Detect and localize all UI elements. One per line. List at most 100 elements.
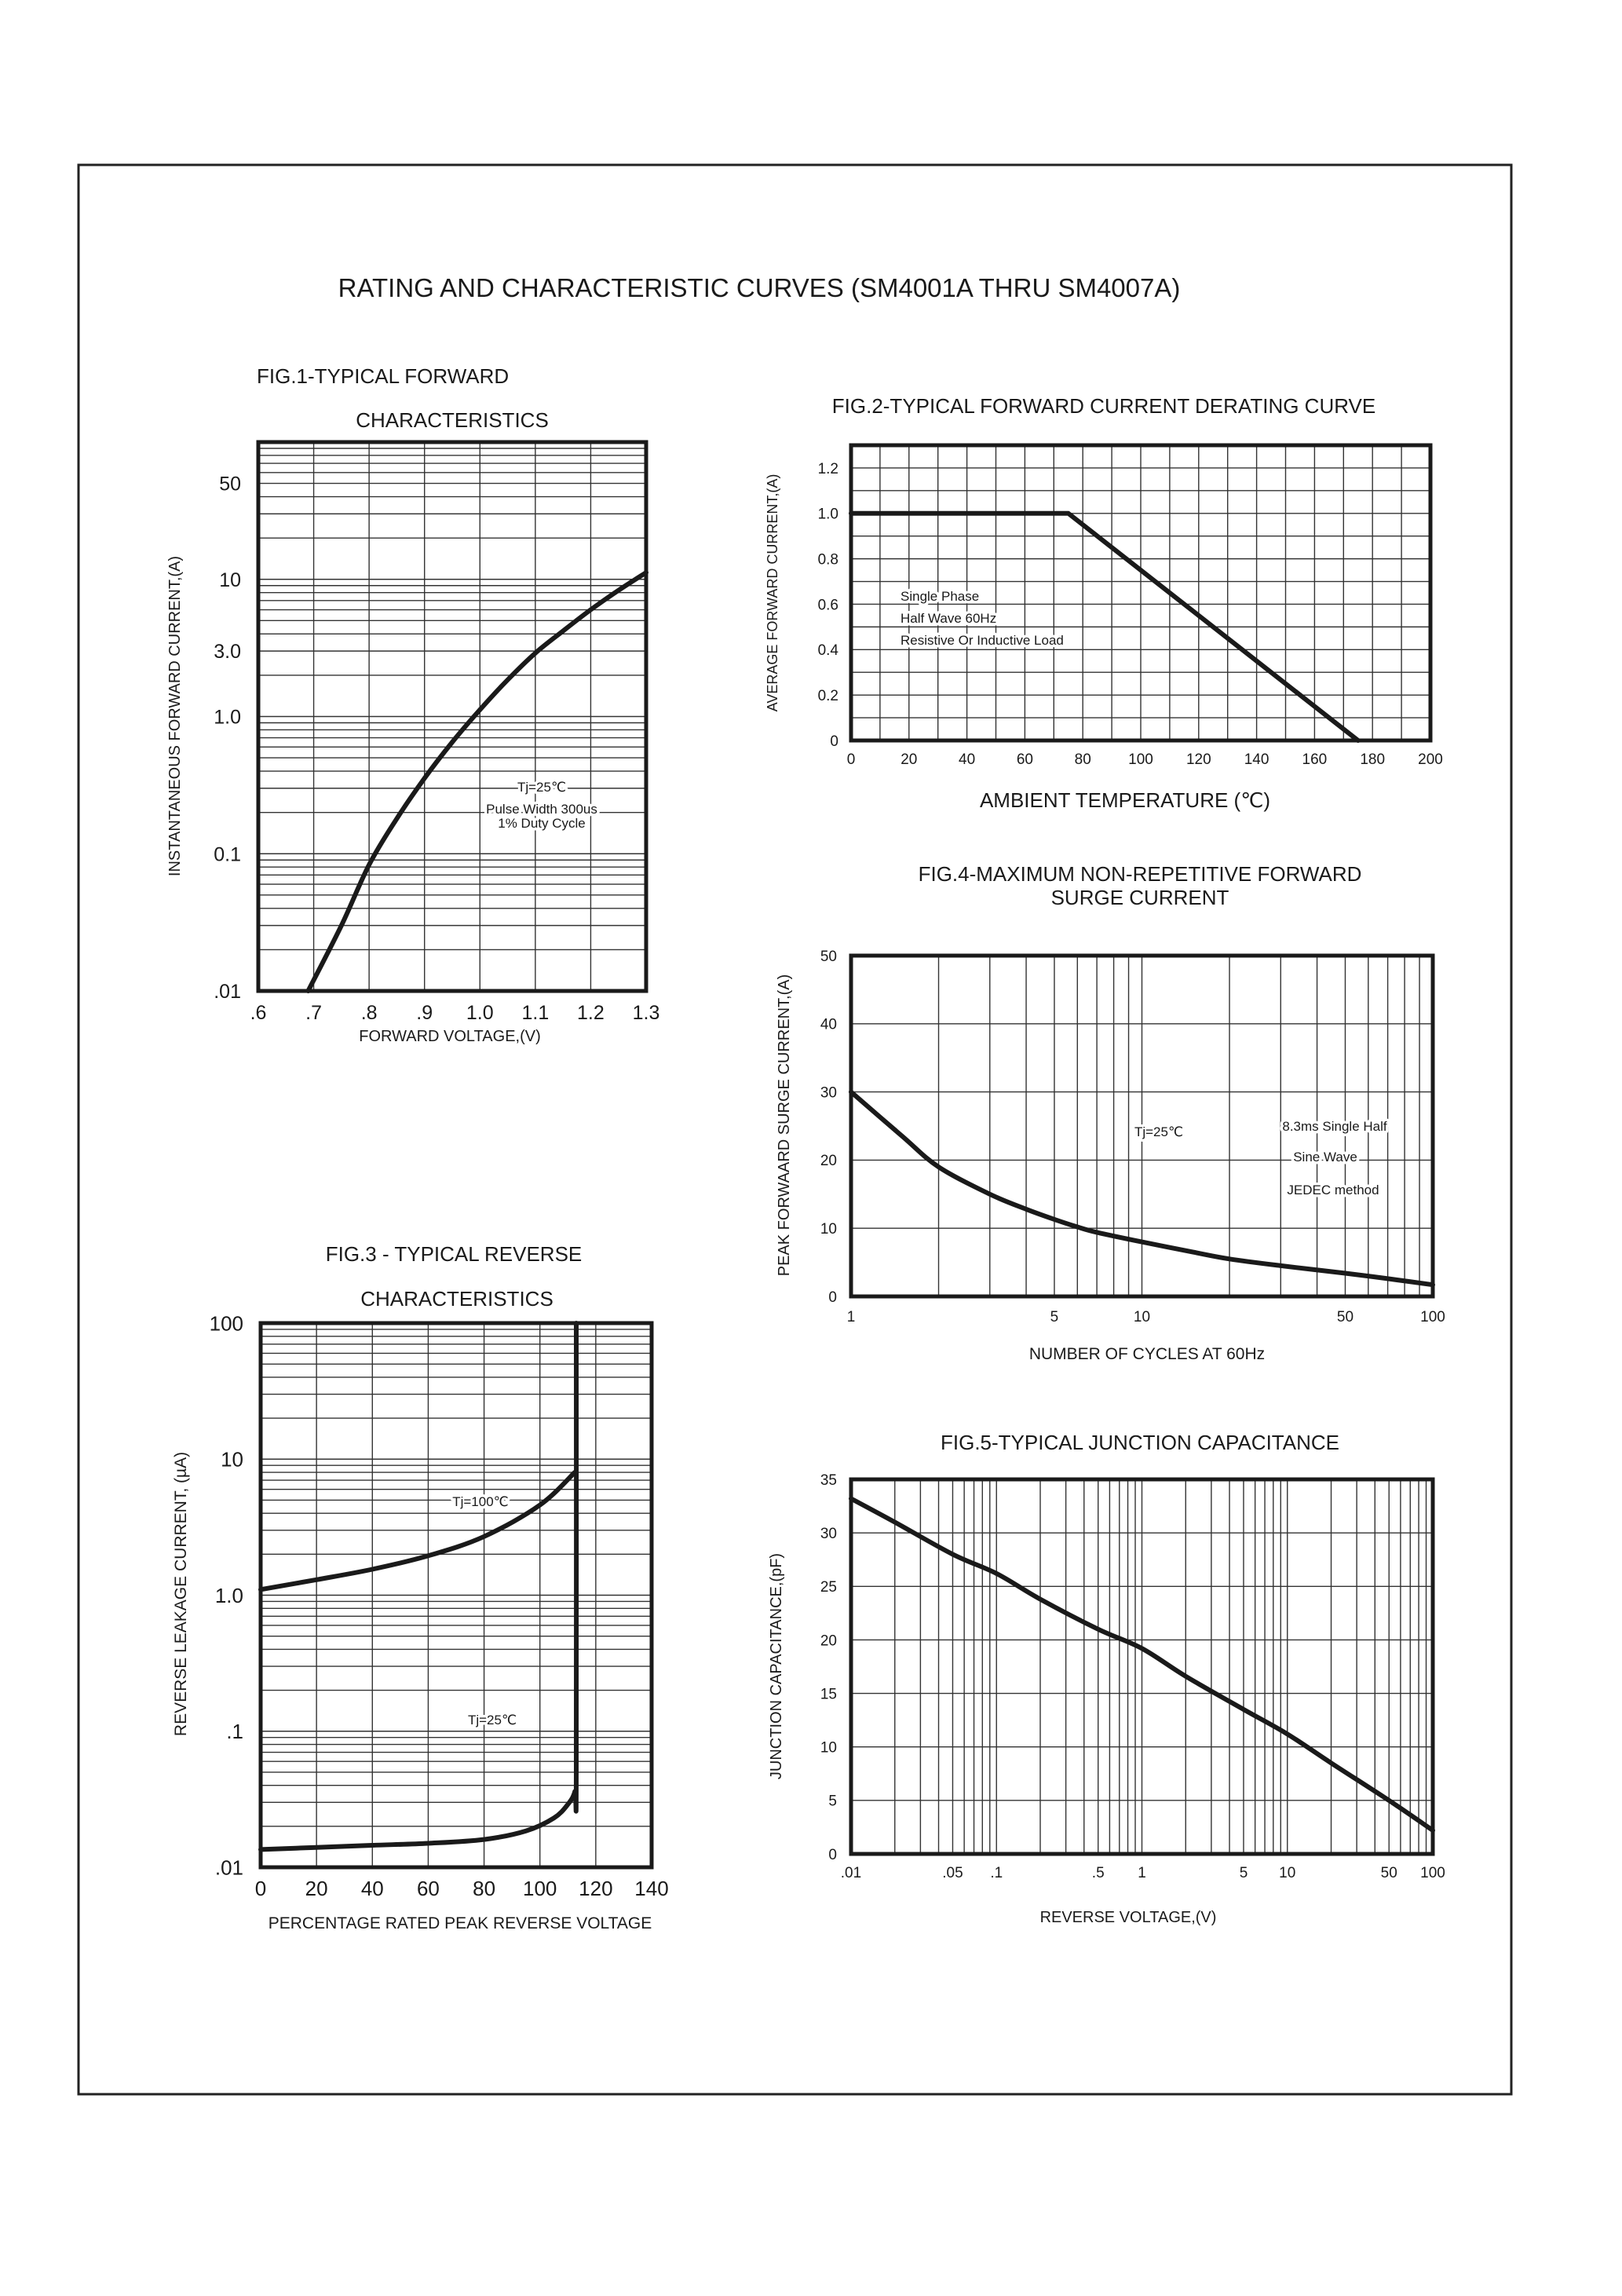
x-tick-label: 1	[847, 1309, 856, 1325]
x-tick-label: 100	[1128, 751, 1153, 768]
fig2-y-axis-label: AVERAGE FORWARD CURRENT,(A)	[765, 474, 780, 712]
fig4-annotation: Tj=25℃	[1134, 1124, 1183, 1139]
x-tick-label: .1	[990, 1865, 1003, 1881]
x-tick-label: 40	[959, 751, 975, 768]
x-tick-label: .5	[1092, 1865, 1105, 1881]
y-tick-label: 0.1	[214, 843, 241, 865]
x-tick-label: 1.2	[577, 1002, 605, 1024]
y-tick-label: 0.6	[818, 597, 838, 613]
fig2-title-line: FIG.2-TYPICAL FORWARD CURRENT DERATING C…	[832, 394, 1375, 418]
y-tick-label: 3.0	[214, 641, 241, 663]
x-tick-label: .6	[250, 1002, 267, 1024]
x-tick-label: 0	[255, 1877, 266, 1900]
y-tick-label: 0	[828, 1847, 837, 1863]
fig5-y-axis-label: JUNCTION CAPACITANCE,(pF)	[768, 1553, 785, 1779]
fig2-annotation: Single Phase	[901, 589, 979, 604]
x-tick-label: 1.1	[521, 1002, 549, 1024]
fig5-title-line: FIG.5-TYPICAL JUNCTION CAPACITANCE	[941, 1431, 1339, 1454]
fig5-series-line-0	[849, 1496, 1435, 1833]
fig2-annotation: Half Wave 60Hz	[901, 611, 996, 626]
fig2-plot-frame	[849, 443, 1433, 743]
x-tick-label: 5	[1050, 1309, 1059, 1325]
y-tick-label: 1.0	[214, 707, 241, 729]
fig5-plot-frame	[849, 1477, 1435, 1856]
x-tick-label: 200	[1418, 751, 1443, 768]
fig2-annotation: Resistive Or Inductive Load	[901, 633, 1064, 648]
fig3-grid	[261, 1323, 652, 1867]
x-tick-label: 100	[1420, 1309, 1445, 1325]
fig5-grid	[851, 1479, 1433, 1854]
y-tick-label: 15	[820, 1686, 837, 1702]
fig3-annotation: Tj=100℃	[452, 1494, 509, 1509]
x-tick-label: 120	[579, 1877, 612, 1900]
fig4-plot-frame	[849, 953, 1435, 1299]
fig4-chart: FIG.4-MAXIMUM NON-REPETITIVE FORWARDSURG…	[776, 862, 1445, 1363]
fig3-y-axis-label: REVERSE LEAKAGE CURRENT, (µA)	[172, 1452, 190, 1736]
x-tick-label: 1.0	[466, 1002, 494, 1024]
fig4-grid	[851, 956, 1433, 1296]
x-tick-label: 5	[1240, 1865, 1248, 1881]
y-tick-label: 20	[820, 1153, 837, 1169]
x-tick-label: 20	[305, 1877, 328, 1900]
fig3-chart: FIG.3 - TYPICAL REVERSE CHARACTERISTICS 10…	[172, 1242, 669, 1932]
x-tick-label: 160	[1302, 751, 1328, 768]
fig4-x-axis-label: NUMBER OF CYCLES AT 60Hz	[1029, 1345, 1265, 1363]
fig4-title-line: SURGE CURRENT	[1051, 886, 1229, 909]
y-tick-label: 40	[820, 1017, 837, 1033]
fig2-x-axis-label: AMBIENT TEMPERATURE (℃)	[980, 788, 1270, 812]
x-tick-label: 40	[361, 1877, 384, 1900]
fig3-annotation: Tj=25℃	[468, 1713, 517, 1727]
y-tick-label: 35	[820, 1472, 837, 1489]
fig3-x-axis-label: PERCENTAGE RATED PEAK REVERSE VOLTAGE	[269, 1914, 652, 1932]
x-tick-label: .05	[942, 1865, 963, 1881]
fig4-series-line-0	[849, 1089, 1435, 1288]
x-tick-label: 20	[901, 751, 917, 768]
x-tick-label: 10	[1134, 1309, 1150, 1325]
y-tick-label: 50	[219, 473, 241, 495]
fig1-annotation: Pulse Width 300us	[486, 802, 597, 817]
fig4-title-line: FIG.4-MAXIMUM NON-REPETITIVE FORWARD	[919, 862, 1362, 886]
y-tick-label: 0.8	[818, 551, 838, 568]
x-tick-label: 100	[1420, 1865, 1445, 1881]
y-tick-label: 20	[820, 1632, 837, 1649]
fig1-annotation: 1% Duty Cycle	[498, 816, 585, 831]
fig4-annotation: Sine Wave	[1293, 1150, 1357, 1164]
fig2-chart: FIG.2-TYPICAL FORWARD CURRENT DERATING C…	[765, 394, 1443, 812]
fig2-series-line-0	[849, 510, 1361, 743]
y-tick-label: .1	[226, 1720, 243, 1743]
y-tick-label: 0	[828, 1289, 837, 1306]
y-tick-label: .01	[215, 1855, 243, 1879]
fig1-plot-frame	[256, 440, 648, 993]
fig5-x-axis-label: REVERSE VOLTAGE,(V)	[1040, 1909, 1217, 1926]
y-tick-label: 30	[820, 1526, 837, 1542]
fig1-grid	[258, 442, 646, 991]
y-tick-label: 1.0	[215, 1584, 243, 1607]
x-tick-label: .9	[416, 1002, 433, 1024]
y-tick-label: 0.4	[818, 642, 839, 659]
x-tick-label: 140	[634, 1877, 668, 1900]
x-tick-label: 10	[1279, 1865, 1295, 1881]
y-tick-label: 30	[820, 1084, 837, 1101]
page-title: RATING AND CHARACTERISTIC CURVES (SM4001…	[338, 273, 1181, 302]
x-tick-label: 180	[1360, 751, 1385, 768]
y-tick-label: 10	[221, 1448, 243, 1472]
fig3-series-line-0	[258, 1470, 578, 1592]
y-tick-label: 10	[219, 569, 241, 591]
y-tick-label: .01	[214, 981, 241, 1003]
fig5-chart: FIG.5-TYPICAL JUNCTION CAPACITANCE 0 5 10 15…	[768, 1431, 1445, 1926]
x-tick-label: 50	[1337, 1309, 1353, 1325]
y-tick-label: 25	[820, 1579, 837, 1596]
x-tick-label: 80	[1075, 751, 1091, 768]
x-tick-label: .7	[305, 1002, 322, 1024]
y-tick-label: 10	[820, 1221, 837, 1238]
fig3-title-line: FIG.3 - TYPICAL REVERSE	[326, 1242, 583, 1266]
x-tick-label: 1.3	[633, 1002, 660, 1024]
fig3-plot-frame	[258, 1321, 654, 1870]
x-tick-label: 60	[417, 1877, 440, 1900]
x-tick-label: .01	[841, 1865, 861, 1881]
fig1-annotation: Tj=25℃	[517, 780, 566, 795]
y-tick-label: 5	[828, 1793, 837, 1810]
x-tick-label: 100	[523, 1877, 557, 1900]
fig3-series-line-1	[258, 1321, 579, 1852]
